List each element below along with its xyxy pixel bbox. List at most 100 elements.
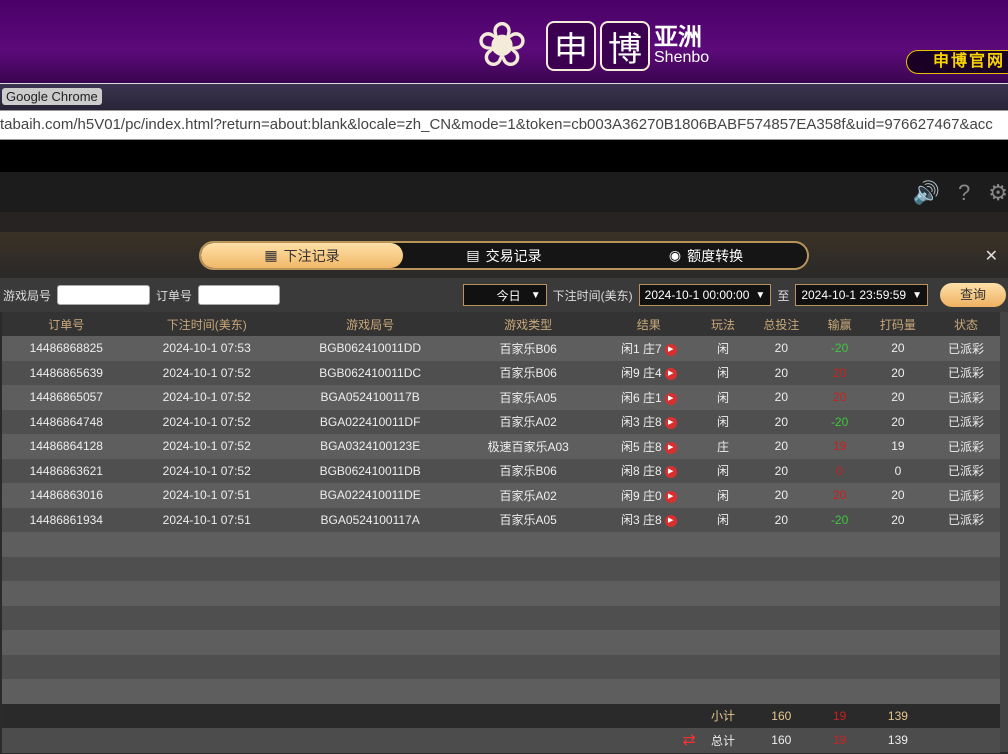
refresh-icon[interactable]: ⇄ (682, 732, 696, 750)
replay-icon[interactable]: ▶ (664, 343, 677, 356)
cell-6: 20 (747, 385, 816, 410)
address-bar[interactable]: tabaih.com/h5V01/pc/index.html?return=ab… (0, 110, 1008, 140)
cell-9: 已派彩 (931, 458, 1000, 483)
replay-icon[interactable]: ▶ (664, 515, 677, 528)
cell-9: 已派彩 (931, 360, 1000, 385)
cell-text: 20 (774, 341, 788, 356)
game-nav (0, 212, 1008, 234)
help-icon[interactable]: ? (958, 180, 971, 205)
cell-8: 20 (863, 483, 932, 508)
shenbo-logo: ❀ 申 博 亚洲 Shenbo (462, 10, 709, 82)
end-time-select[interactable]: 2024-10-1 23:59:59 ▼ (795, 284, 928, 306)
to-label: 至 (777, 288, 790, 303)
cell-0: 14486863621 (2, 458, 131, 483)
cell-text: 百家乐A05 (499, 390, 557, 405)
column-header: 游戏局号 (282, 312, 458, 336)
cell-text: 闲6 庄1 (620, 390, 662, 405)
cell-text: 已派彩 (947, 341, 984, 356)
cell-9: 已派彩 (931, 409, 1000, 434)
cell-text: 已派彩 (947, 415, 984, 430)
cell-6: 20 (747, 434, 816, 459)
cell-text: BGA0524100117B (320, 390, 420, 405)
cell-1: 2024-10-1 07:52 (130, 434, 283, 459)
order-input[interactable] (198, 285, 281, 305)
tab-bet-records[interactable]: ▦ 下注记录 (201, 243, 403, 268)
settings-icon[interactable]: ⚙ (988, 180, 1008, 205)
cell-5: 闲 (698, 385, 748, 410)
cell-text: BGB062410011DB (319, 463, 421, 478)
cell-4: 闲3 庄8 ▶ (598, 507, 699, 532)
cell-3: 百家乐B06 (457, 336, 599, 361)
tab-credit-transfer[interactable]: ◉ 额度转换 (605, 243, 807, 268)
cell-text: 百家乐B06 (499, 464, 557, 479)
filter-bar: 游戏局号 订单号 今日 ▼ 下注时间(美东) 2024-10-1 00:00:00… (0, 278, 1008, 312)
cell-7: 20 (815, 360, 864, 385)
cell-3: 百家乐A02 (457, 483, 599, 508)
empty-row (2, 630, 1000, 655)
cell-text: 闲3 庄8 (620, 415, 662, 430)
cell-text: 已派彩 (947, 488, 984, 503)
total-cell: 160 (747, 728, 816, 753)
cell-text: BGA0524100117A (320, 512, 420, 527)
cell-8: 20 (863, 336, 932, 361)
cell-text: 2024-10-1 07:52 (162, 365, 251, 380)
period-select[interactable]: 今日 ▼ (462, 284, 547, 306)
column-header: 打码量 (863, 312, 932, 336)
official-site-link[interactable]: 申博官网 (906, 50, 1008, 74)
cell-text: 14486865639 (29, 365, 103, 380)
table-row: 14486861934 2024-10-1 07:51 BGA0524100117A… (2, 507, 1000, 532)
cell-text: 14486863621 (29, 463, 103, 478)
records-modal: ▦ 下注记录 ▤ 交易记录 ◉ 额度转换 ✕ 游戏局号 订单号 今日 ▼ 下注时间(美东… (0, 232, 1008, 754)
close-icon[interactable]: ✕ (984, 248, 998, 265)
subtotal-cell: 小计 (698, 703, 748, 728)
table-row: 14486864128 2024-10-1 07:52 BGA0324100123E… (2, 434, 1000, 459)
replay-icon[interactable]: ▶ (664, 490, 677, 503)
logo-cn: 亚洲 (654, 24, 702, 51)
cell-text: 20 (891, 512, 905, 527)
chevron-down-icon: ▼ (755, 289, 766, 301)
chevron-down-icon: ▼ (912, 289, 922, 301)
cell-4: 闲6 庄1 ▶ (598, 385, 699, 410)
game-round-input[interactable] (57, 285, 151, 305)
subtotal-cell (2, 703, 131, 728)
replay-icon[interactable]: ▶ (664, 466, 677, 479)
subtotal-cell: 19 (815, 703, 864, 728)
cell-5: 闲 (698, 483, 748, 508)
cell-1: 2024-10-1 07:51 (130, 483, 283, 508)
cell-4: 闲9 庄4 ▶ (598, 360, 699, 385)
cell-text: 20 (774, 463, 788, 478)
cell-1: 2024-10-1 07:53 (130, 336, 283, 361)
sound-icon[interactable]: 🔊 (912, 180, 941, 205)
replay-icon[interactable]: ▶ (664, 392, 677, 405)
cell-text: 14486864748 (29, 414, 103, 429)
order-label: 订单号 (156, 288, 193, 303)
cell-4: 闲1 庄7 ▶ (598, 336, 699, 361)
empty-row (2, 556, 1000, 581)
tab-transaction-records[interactable]: ▤ 交易记录 (403, 243, 605, 268)
cell-2: BGB062410011DB (282, 458, 458, 483)
cell-3: 百家乐A05 (457, 385, 599, 410)
cell-text: 19 (832, 439, 847, 454)
column-header: 下注时间(美东) (130, 312, 283, 336)
end-time-value: 2024-10-1 23:59:59 (801, 288, 907, 302)
replay-icon[interactable]: ▶ (664, 441, 677, 454)
cell-text: 20 (832, 365, 847, 380)
cell-text: 闲 (717, 464, 730, 479)
cell-text: 2024-10-1 07:52 (162, 463, 251, 478)
replay-icon[interactable]: ▶ (664, 368, 677, 381)
start-time-select[interactable]: 2024-10-1 00:00:00 ▼ (638, 284, 772, 306)
cell-3: 百家乐B06 (457, 360, 599, 385)
cell-text: 0 (894, 463, 902, 478)
subtotal-cell (931, 703, 1000, 728)
cell-text: 20 (774, 512, 788, 527)
query-button[interactable]: 查询 (940, 283, 1006, 307)
cell-0: 14486861934 (2, 507, 131, 532)
cell-4: 闲9 庄0 ▶ (598, 483, 699, 508)
start-time-value: 2024-10-1 00:00:00 (644, 288, 750, 302)
cell-text: 20 (891, 390, 905, 405)
cell-text: 闲8 庄8 (620, 464, 662, 479)
cell-2: BGB062410011DD (282, 336, 458, 361)
cell-text: 2024-10-1 07:52 (162, 414, 251, 429)
replay-icon[interactable]: ▶ (664, 417, 677, 430)
scrollbar[interactable] (1000, 312, 1008, 752)
